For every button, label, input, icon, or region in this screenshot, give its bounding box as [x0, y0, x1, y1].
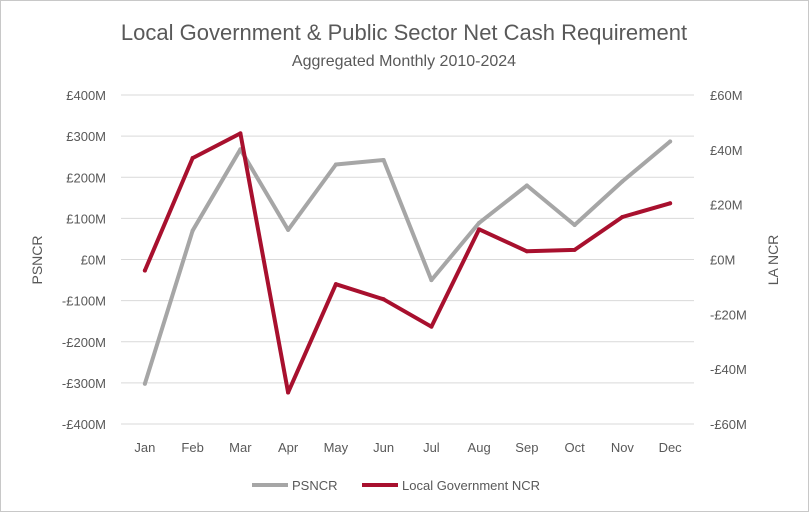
- right-axis-title: LA NCR: [765, 235, 781, 286]
- data-point: [381, 157, 386, 162]
- left-tick-label: £100M: [66, 211, 106, 226]
- left-tick-label: £400M: [66, 88, 106, 103]
- x-tick-label: Jan: [134, 440, 155, 455]
- right-tick-label: -£60M: [710, 417, 747, 432]
- x-tick-label: Oct: [565, 440, 586, 455]
- data-point: [190, 228, 195, 233]
- left-tick-label: £300M: [66, 129, 106, 144]
- series-lines: [142, 131, 673, 395]
- data-point: [668, 201, 673, 206]
- legend-label-la-ncr: Local Government NCR: [402, 478, 540, 493]
- x-tick-label: Jul: [423, 440, 440, 455]
- data-point: [668, 139, 673, 144]
- data-point: [333, 282, 338, 287]
- x-tick-label: Mar: [229, 440, 252, 455]
- left-tick-label: -£400M: [62, 417, 106, 432]
- left-axis-ticks: £400M £300M £200M £100M £0M -£100M -£200M -£300…: [62, 88, 106, 432]
- chart-title: Local Government & Public Sector Net Cas…: [121, 20, 687, 45]
- x-tick-label: Nov: [611, 440, 635, 455]
- gridlines: [121, 94, 694, 425]
- data-point: [333, 162, 338, 167]
- data-point: [238, 131, 243, 136]
- data-point: [142, 268, 147, 273]
- data-point: [572, 247, 577, 252]
- legend-label-psncr: PSNCR: [292, 478, 338, 493]
- right-axis-ticks: £60M £40M £20M £0M -£20M -£40M -£60M: [710, 88, 747, 432]
- left-tick-label: -£300M: [62, 376, 106, 391]
- data-point: [524, 249, 529, 254]
- data-point: [286, 227, 291, 232]
- x-tick-label: May: [324, 440, 349, 455]
- left-tick-label: -£200M: [62, 335, 106, 350]
- data-point: [620, 215, 625, 220]
- right-tick-label: £0M: [710, 253, 735, 268]
- series-line-la-ncr: [142, 131, 673, 395]
- x-tick-label: Apr: [278, 440, 299, 455]
- left-tick-label: -£100M: [62, 294, 106, 309]
- legend: PSNCR Local Government NCR: [252, 478, 540, 493]
- right-tick-label: -£40M: [710, 362, 747, 377]
- x-tick-label: Aug: [468, 440, 491, 455]
- series-line-psncr: [142, 139, 673, 386]
- data-point: [286, 390, 291, 395]
- x-tick-label: Dec: [659, 440, 683, 455]
- x-tick-label: Jun: [373, 440, 394, 455]
- data-point: [142, 381, 147, 386]
- x-tick-label: Feb: [181, 440, 203, 455]
- data-point: [572, 222, 577, 227]
- data-point: [524, 183, 529, 188]
- data-point: [429, 324, 434, 329]
- data-point: [477, 227, 482, 232]
- data-point: [477, 220, 482, 225]
- right-tick-label: -£20M: [710, 307, 747, 322]
- left-axis-title: PSNCR: [29, 235, 45, 284]
- right-tick-label: £40M: [710, 143, 743, 158]
- data-point: [620, 179, 625, 184]
- right-tick-label: £60M: [710, 88, 743, 103]
- left-tick-label: £200M: [66, 170, 106, 185]
- x-axis-ticks: Jan Feb Mar Apr May Jun Jul Aug Sep Oct Nov Dec: [134, 440, 682, 455]
- data-point: [429, 278, 434, 283]
- data-point: [190, 156, 195, 161]
- left-tick-label: £0M: [81, 253, 106, 268]
- data-point: [381, 297, 386, 302]
- x-tick-label: Sep: [515, 440, 538, 455]
- right-tick-label: £20M: [710, 198, 743, 213]
- chart-subtitle: Aggregated Monthly 2010-2024: [292, 53, 516, 70]
